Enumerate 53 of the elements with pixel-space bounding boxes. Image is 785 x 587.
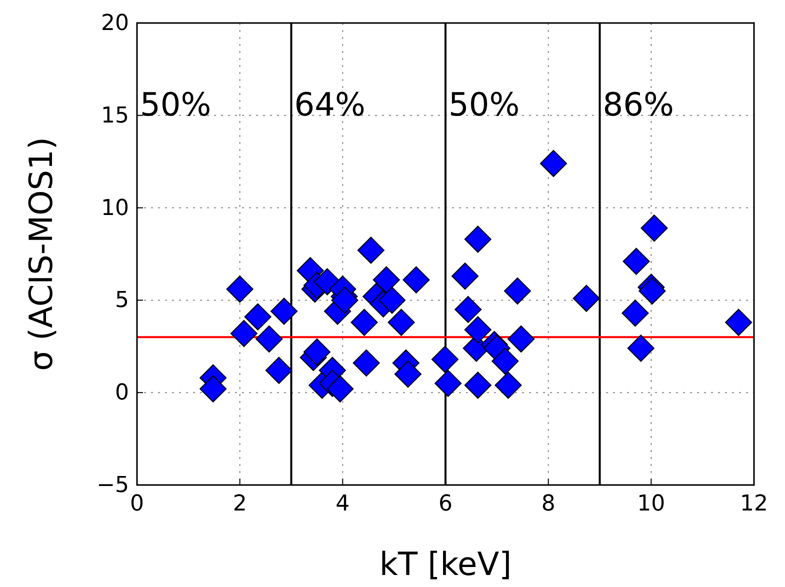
annotation: 50% <box>140 85 212 124</box>
point <box>572 284 600 312</box>
y-tick-label: 5 <box>115 288 129 314</box>
point <box>627 334 654 362</box>
x-tick-label: 8 <box>541 492 556 517</box>
point <box>388 308 415 336</box>
point <box>357 236 384 264</box>
point <box>256 325 283 353</box>
point <box>464 316 492 344</box>
point <box>431 346 459 373</box>
point <box>326 375 354 402</box>
annotation: 50% <box>448 85 520 124</box>
point <box>226 276 254 303</box>
point <box>540 150 568 177</box>
point <box>640 214 668 242</box>
point <box>508 325 535 353</box>
y-tick-label: 15 <box>101 103 129 128</box>
point <box>265 356 292 384</box>
x-tick-label: 4 <box>336 492 350 517</box>
point <box>230 320 258 347</box>
point <box>372 266 400 294</box>
point <box>352 349 380 377</box>
point <box>494 372 522 399</box>
point <box>622 248 650 275</box>
x-axis-title: kT [keV] <box>379 545 512 583</box>
x-tick-label: 12 <box>740 492 768 517</box>
point <box>464 372 492 399</box>
annotation: 64% <box>294 85 366 124</box>
point <box>725 308 752 336</box>
point <box>244 303 272 330</box>
y-tick-label: −5 <box>96 473 129 498</box>
point <box>504 277 532 304</box>
point <box>454 296 482 323</box>
point <box>402 266 430 294</box>
y-tick-label: 10 <box>101 196 129 221</box>
annotation: 86% <box>602 85 674 124</box>
point <box>622 300 649 327</box>
x-tick-label: 6 <box>438 492 452 517</box>
point <box>464 226 492 253</box>
x-tick-label: 2 <box>232 492 247 517</box>
point <box>434 370 462 397</box>
y-tick-label: 20 <box>101 11 129 36</box>
point <box>270 298 298 325</box>
point <box>378 286 406 314</box>
y-axis-title: σ (ACIS-MOS1) <box>22 137 60 371</box>
point <box>200 375 227 402</box>
y-tick-label: 0 <box>115 380 129 406</box>
point <box>492 348 519 375</box>
point <box>350 308 378 336</box>
x-tick-label: 10 <box>637 492 666 517</box>
point <box>303 338 330 366</box>
point <box>452 262 479 290</box>
point <box>394 360 422 388</box>
